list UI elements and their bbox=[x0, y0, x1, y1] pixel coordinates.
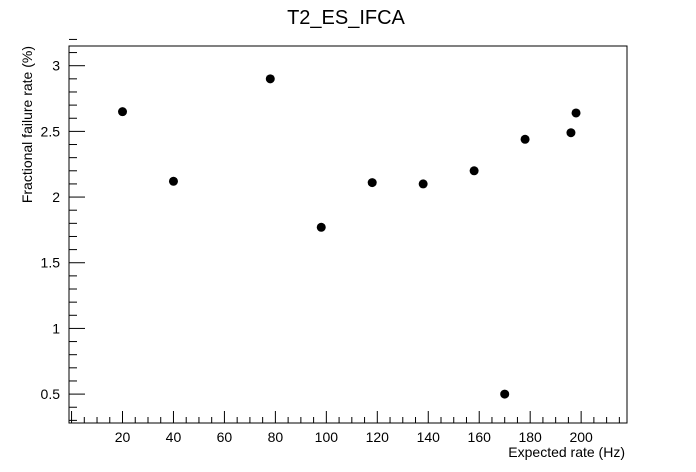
data-point bbox=[168, 176, 178, 186]
x-tick-label: 60 bbox=[217, 429, 233, 445]
plot-frame bbox=[68, 45, 628, 424]
data-point bbox=[566, 128, 576, 138]
y-tick-label: 1 bbox=[52, 320, 60, 336]
data-points bbox=[118, 74, 581, 399]
x-tick-label: 180 bbox=[518, 429, 542, 445]
x-tick-label: 40 bbox=[166, 429, 182, 445]
x-tick-label: 100 bbox=[315, 429, 339, 445]
data-point bbox=[367, 178, 377, 188]
x-tick-label: 20 bbox=[115, 429, 131, 445]
x-axis: 20 40 60 80 100 120 140 160 180 200 bbox=[71, 411, 620, 445]
data-point bbox=[316, 222, 326, 232]
y-axis-label: Fractional failure rate (%) bbox=[19, 46, 35, 203]
data-point bbox=[500, 389, 510, 399]
data-point bbox=[418, 179, 428, 189]
y-tick-label: 2.5 bbox=[41, 123, 61, 139]
x-tick-label: 200 bbox=[569, 429, 593, 445]
y-tick-label: 1.5 bbox=[41, 255, 61, 271]
data-point bbox=[469, 166, 479, 176]
x-axis-label: Expected rate (Hz) bbox=[508, 444, 625, 460]
data-point bbox=[520, 134, 530, 144]
chart-title: T2_ES_IFCA bbox=[287, 7, 405, 29]
x-tick-label: 140 bbox=[417, 429, 441, 445]
y-axis: 0.5 1 1.5 2 2.5 3 bbox=[41, 38, 85, 421]
x-tick-label: 120 bbox=[366, 429, 390, 445]
x-tick-label: 80 bbox=[268, 429, 284, 445]
y-tick-label: 0.5 bbox=[41, 386, 61, 402]
y-tick-label: 3 bbox=[52, 58, 60, 74]
y-tick-label: 2 bbox=[52, 189, 60, 205]
x-tick-label: 160 bbox=[468, 429, 492, 445]
data-point bbox=[571, 108, 581, 118]
data-point bbox=[118, 107, 128, 117]
data-point bbox=[265, 74, 275, 84]
